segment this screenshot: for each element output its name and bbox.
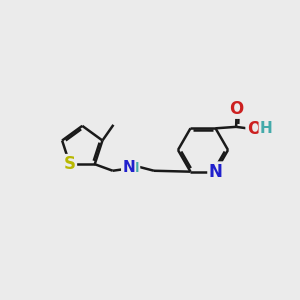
Text: N: N — [122, 160, 135, 175]
Text: N: N — [208, 163, 223, 181]
Text: H: H — [128, 161, 139, 175]
Text: S: S — [64, 155, 76, 173]
Text: O: O — [230, 100, 244, 118]
Text: H: H — [260, 121, 272, 136]
Text: O: O — [247, 120, 261, 138]
